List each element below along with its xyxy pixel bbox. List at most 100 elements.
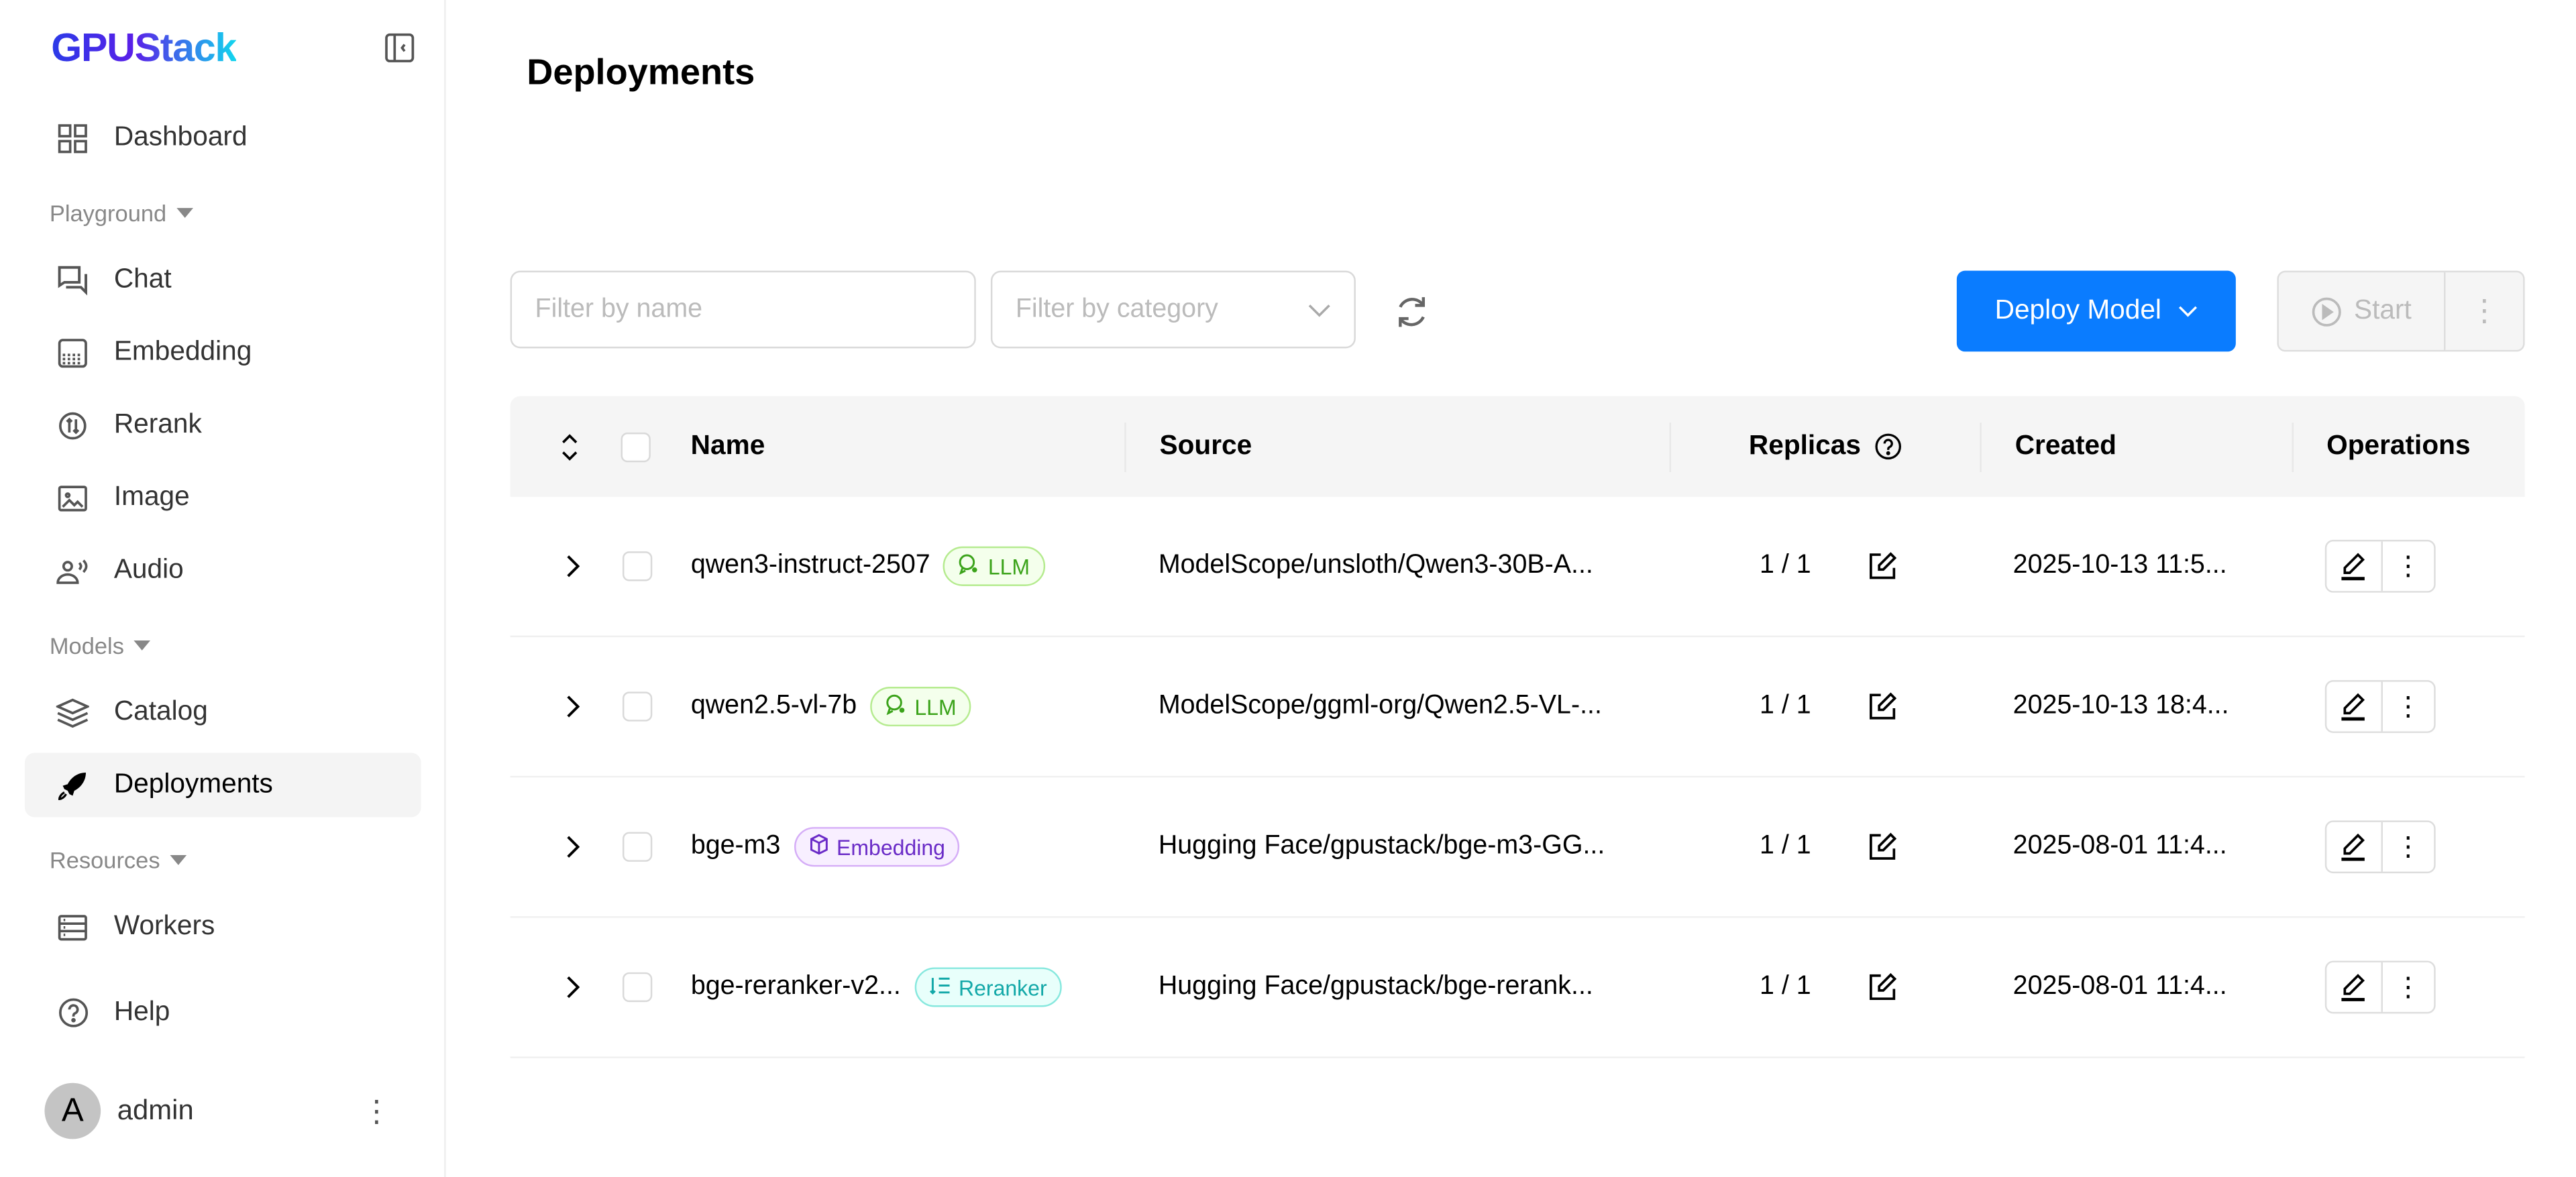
row-more-button[interactable]: ⋮ [2395,693,2422,722]
start-button[interactable]: Start [2279,272,2446,350]
category-tag: Reranker [914,967,1062,1007]
audio-icon [56,554,89,587]
sidebar-item-label: Audio [113,555,184,585]
category-tag: LLM [943,546,1045,586]
caret-down-icon [133,640,151,651]
table-header: Name Source Replicas Created Operations [510,396,2525,497]
cube-icon [810,834,827,855]
operations-group: ⋮ [2324,960,2436,1014]
sidebar-item-dashboard[interactable]: Dashboard [25,106,421,170]
row-checkbox[interactable] [621,691,652,722]
sidebar-item-audio[interactable]: Audio [25,538,421,602]
sidebar-item-embedding[interactable]: Embedding [25,321,421,385]
tag-label: Embedding [837,834,945,860]
expand-row-button[interactable] [511,555,599,577]
category-tag: LLM [869,686,971,727]
deployment-name[interactable]: qwen3-instruct-2507 [690,551,930,579]
help-icon[interactable] [1874,433,1902,461]
row-checkbox[interactable] [621,832,652,862]
column-source: Source [1124,421,1669,471]
chevron-right-icon [566,836,580,858]
filter-name-input[interactable] [510,270,976,349]
gpustack-logo[interactable]: GPUStack [51,26,237,72]
deployment-name[interactable]: qwen2.5-vl-7b [690,691,857,720]
chevron-down-icon [2178,306,2197,317]
edit-button[interactable] [2326,822,2383,872]
expand-all-toggle[interactable] [511,422,599,471]
refresh-icon[interactable] [1392,292,1432,332]
deploy-label: Deploy Model [1994,295,2161,325]
reranker-tag-icon [928,975,951,1000]
page-title: Deployments [527,51,755,93]
sidebar-item-rerank[interactable]: Rerank [25,393,421,457]
sidebar-group-models[interactable]: Models [49,632,151,659]
column-created[interactable]: Created [1980,421,2292,471]
sidebar-item-catalog[interactable]: Catalog [25,680,421,744]
sidebar-item-label: Rerank [113,409,202,439]
edit-button[interactable] [2326,681,2383,732]
dashboard-icon [56,121,89,154]
edit-replicas-icon[interactable] [1868,832,1897,862]
edit-button[interactable] [2326,541,2383,592]
expand-collapse-icon [561,433,577,460]
filter-category-select[interactable]: Filter by category [990,270,1356,349]
sidebar-item-workers[interactable]: Workers [25,895,421,959]
deploy-model-button[interactable]: Deploy Model [1956,270,2236,352]
chat-icon [56,264,89,296]
row-checkbox[interactable] [621,972,652,1003]
row-checkbox[interactable] [621,551,652,581]
edit-replicas-icon[interactable] [1868,972,1897,1002]
table-row: bge-reranker-v2... Reranker Hugging Face/… [510,918,2525,1058]
operations-group: ⋮ [2324,539,2436,593]
sidebar-item-image[interactable]: Image [25,465,421,530]
play-circle-icon [2311,296,2341,326]
column-replicas: Replicas [1668,421,1980,471]
column-operations: Operations [2292,421,2524,471]
operations-group: ⋮ [2324,680,2436,733]
edit-replicas-icon[interactable] [1868,551,1897,581]
sidebar-item-deployments[interactable]: Deployments [24,752,421,818]
more-actions-button[interactable]: ⋮ [2469,294,2500,327]
edit-button[interactable] [2326,962,2383,1012]
tag-label: LLM [914,694,957,719]
llm-tag-icon [959,553,980,579]
replicas-count: 1 / 1 [1760,691,1811,720]
source-cell: ModelScope/unsloth/Qwen3-30B-A... [1158,551,1593,579]
start-button-group: Start ⋮ [2277,270,2525,352]
rerank-icon [56,408,89,441]
group-label: Resources [49,846,160,874]
sidebar-item-chat[interactable]: Chat [25,247,421,312]
expand-row-button[interactable] [511,836,599,858]
sidebar-item-label: Deployments [113,769,273,799]
deployment-name[interactable]: bge-m3 [690,832,781,860]
chevron-right-icon [566,695,580,718]
source-cell: Hugging Face/gpustack/bge-m3-GG... [1158,832,1605,860]
chevron-down-icon [1308,303,1330,317]
collapse-sidebar-icon[interactable] [385,33,415,62]
pencil-icon [2342,974,2365,1001]
more-vertical-icon[interactable]: ⋮ [362,1094,392,1128]
sidebar-group-resources[interactable]: Resources [50,847,186,873]
row-more-button[interactable]: ⋮ [2395,553,2422,581]
sidebar-item-help[interactable]: Help [25,980,421,1045]
row-more-button[interactable]: ⋮ [2395,834,2422,862]
pencil-icon [2342,693,2365,721]
created-cell: 2025-08-01 11:4... [2012,972,2227,1001]
replicas-count: 1 / 1 [1760,551,1811,579]
replicas-header-label: Replicas [1748,431,1861,461]
expand-row-button[interactable] [511,976,599,999]
expand-row-button[interactable] [511,695,599,718]
created-cell: 2025-08-01 11:4... [2012,832,2227,860]
group-label: Models [49,632,124,659]
row-more-button[interactable]: ⋮ [2395,974,2422,1003]
column-name[interactable]: Name [690,431,765,461]
source-cell: Hugging Face/gpustack/bge-rerank... [1158,972,1593,1001]
category-tag: Embedding [794,827,961,867]
edit-replicas-icon[interactable] [1868,691,1897,721]
select-all-checkbox[interactable] [621,431,652,461]
deployment-name[interactable]: bge-reranker-v2... [690,972,901,1001]
user-menu[interactable]: A admin ⋮ [44,1082,424,1139]
rocket-icon [56,769,89,801]
sidebar-group-playground[interactable]: Playground [50,200,193,226]
source-cell: ModelScope/ggml-org/Qwen2.5-VL-... [1158,691,1602,720]
